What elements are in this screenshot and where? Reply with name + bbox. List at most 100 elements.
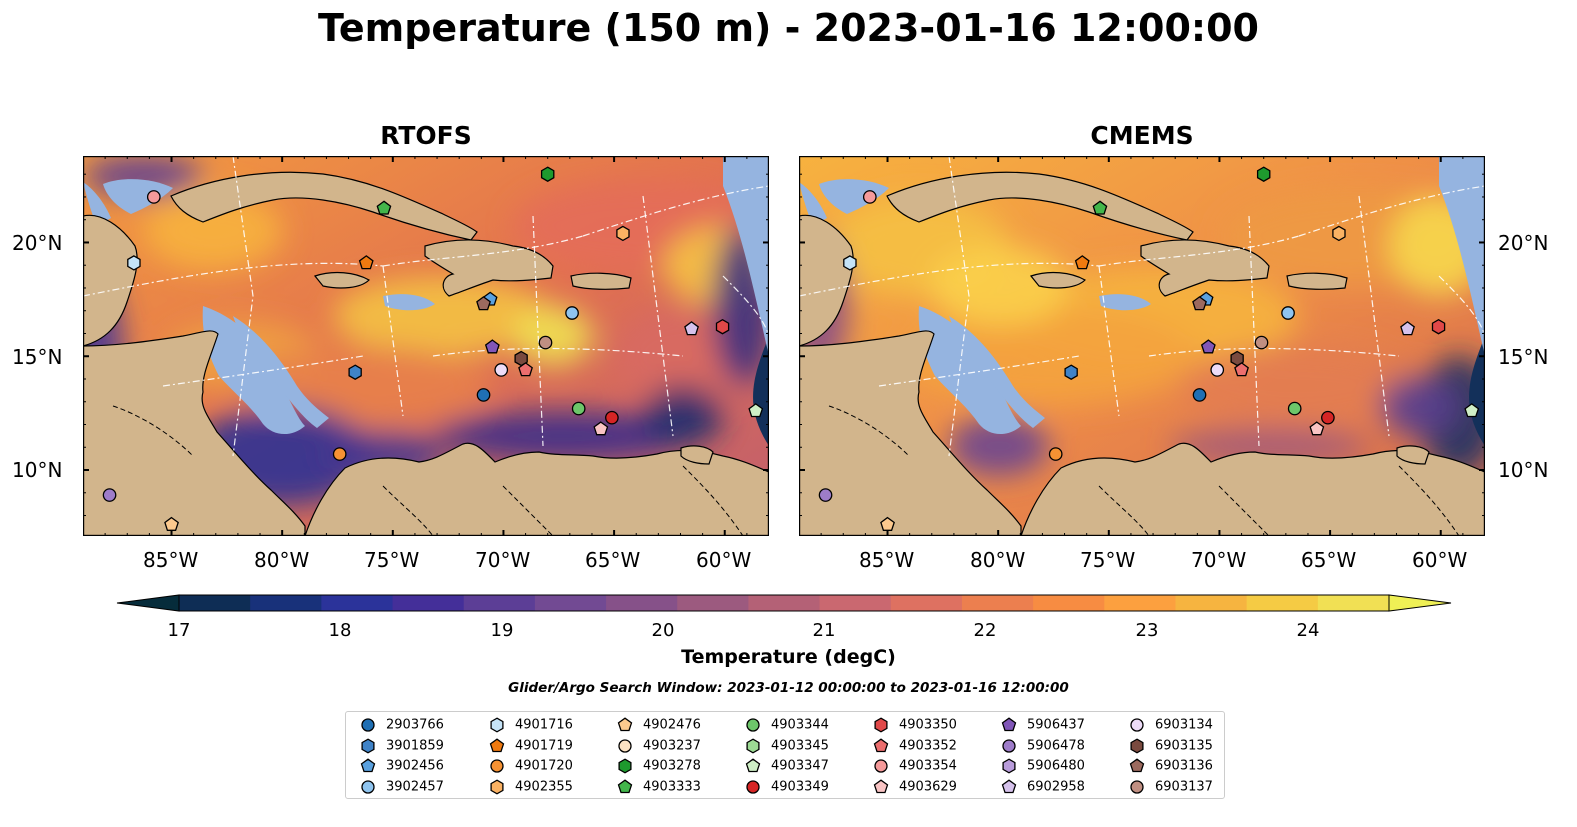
float-marker-5906437 xyxy=(1200,339,1216,354)
colorbar xyxy=(116,594,1452,612)
colorbar-segment xyxy=(463,595,536,611)
float-marker-6903134 xyxy=(494,363,509,377)
float-marker-4901719 xyxy=(1074,255,1090,270)
legend-label: 3902457 xyxy=(386,779,444,794)
panel-title-cmems: CMEMS xyxy=(1090,121,1194,150)
pentagon-marker-icon xyxy=(489,737,505,752)
float-marker-4903347 xyxy=(1464,403,1480,418)
legend-item-5906478: 5906478 xyxy=(1001,738,1085,755)
colorbar-segment xyxy=(392,595,465,611)
lon-label-80w: 80°W xyxy=(254,548,310,572)
float-marker-6903136 xyxy=(476,296,491,311)
colorbar-segment xyxy=(819,595,892,611)
float-marker-6903136 xyxy=(1192,296,1207,311)
lon-label-70w: 70°W xyxy=(475,548,531,572)
lon-label-70w: 70°W xyxy=(1191,548,1247,572)
pentagon-marker-icon xyxy=(745,758,761,773)
map-panel-cmems[interactable] xyxy=(799,156,1485,536)
legend-marker xyxy=(617,717,633,732)
colorbar-segment xyxy=(321,595,394,611)
legend-item-6902958: 6902958 xyxy=(1001,778,1085,796)
legend-label: 4902355 xyxy=(515,779,573,794)
circle-marker-icon xyxy=(490,759,504,773)
legend-label: 6902958 xyxy=(1027,779,1085,794)
legend-label: 4901719 xyxy=(515,738,573,753)
float-marker-3902457 xyxy=(565,306,579,320)
hexagon-marker-icon xyxy=(746,737,760,754)
legend-item-6903137: 6903137 xyxy=(1129,779,1213,796)
circle-marker-icon xyxy=(746,718,760,732)
map-panel-rtofs[interactable] xyxy=(83,156,769,536)
float-marker-3901859 xyxy=(348,364,362,380)
float-marker-6903137 xyxy=(1254,335,1269,350)
legend-marker xyxy=(746,718,760,732)
lat-label-10n: 10°N xyxy=(12,458,63,482)
legend-label: 4903237 xyxy=(643,738,701,753)
circle-marker-icon xyxy=(746,779,760,794)
colorbar-segment xyxy=(179,595,251,611)
legend-item-4903237: 4903237 xyxy=(617,738,701,755)
float-marker-4903354 xyxy=(862,190,877,204)
float-marker-4903344 xyxy=(571,401,586,416)
search-window-caption: Glider/Argo Search Window: 2023-01-12 00… xyxy=(508,680,1069,696)
legend-marker xyxy=(1130,737,1144,754)
float-marker-6902958 xyxy=(1400,321,1415,336)
colorbar-tick-20: 20 xyxy=(651,620,675,641)
colorbar-segment xyxy=(1033,595,1105,611)
circle-marker-icon xyxy=(361,779,375,794)
lon-label-65w: 65°W xyxy=(585,548,641,572)
lat-label-15n-right: 15°N xyxy=(1498,345,1549,369)
legend-item-3902457: 3902457 xyxy=(360,779,444,796)
legend-marker xyxy=(1002,738,1016,753)
lat-label-20n-right: 20°N xyxy=(1498,231,1549,255)
legend-marker xyxy=(1130,718,1144,732)
float-marker-4901720 xyxy=(332,447,347,461)
float-marker-4903278 xyxy=(1256,166,1271,182)
legend-item-4901719: 4901719 xyxy=(489,737,573,755)
float-marker-4903333 xyxy=(376,200,392,215)
colorbar-tick-24: 24 xyxy=(1296,620,1320,641)
circle-marker-icon xyxy=(1002,738,1016,753)
legend-label: 5906478 xyxy=(1027,738,1085,753)
pentagon-marker-icon xyxy=(1001,717,1017,732)
circle-marker-icon xyxy=(618,738,632,753)
float-marker-4903333 xyxy=(1092,200,1108,215)
legend-item-4902355: 4902355 xyxy=(489,778,573,796)
hexagon-marker-icon xyxy=(361,737,375,754)
colorbar-tick-21: 21 xyxy=(812,620,836,641)
legend-label: 4903349 xyxy=(771,779,829,794)
legend-item-4903349: 4903349 xyxy=(745,779,829,796)
lon-label-75w: 75°W xyxy=(364,548,420,572)
legend-label: 4903347 xyxy=(771,758,829,774)
lon-label-60w: 60°W xyxy=(1412,548,1468,572)
legend-label: 4903344 xyxy=(771,717,829,733)
legend-item-4901720: 4901720 xyxy=(489,758,573,775)
float-marker-4903629 xyxy=(593,421,609,436)
legend-label: 4903354 xyxy=(899,758,957,774)
legend-marker xyxy=(361,737,375,754)
float-marker-4902355 xyxy=(1332,225,1346,242)
legend-marker xyxy=(1130,779,1144,794)
colorbar-tick-18: 18 xyxy=(328,620,352,641)
colorbar-segment xyxy=(748,595,821,611)
colorbar-segment xyxy=(1246,595,1319,611)
float-marker-4903344 xyxy=(1287,401,1302,416)
pentagon-marker-icon xyxy=(873,778,889,793)
legend-item-5906437: 5906437 xyxy=(1001,717,1085,734)
pentagon-marker-icon xyxy=(360,758,376,773)
legend-marker xyxy=(746,737,760,754)
legend-label: 4903629 xyxy=(899,779,957,794)
legend-item-6903134: 6903134 xyxy=(1129,717,1213,734)
legend-marker xyxy=(489,737,505,752)
legend-label: 5906437 xyxy=(1027,717,1085,733)
lon-label-85w: 85°W xyxy=(143,548,199,572)
colorbar-segment xyxy=(606,595,678,611)
float-marker-4903278 xyxy=(540,166,555,182)
legend-item-4903350: 4903350 xyxy=(873,717,957,734)
legend-marker xyxy=(618,738,632,753)
legend-item-4903629: 4903629 xyxy=(873,778,957,796)
hexagon-marker-icon xyxy=(490,717,504,733)
legend-marker xyxy=(1001,778,1017,793)
colorbar-tick-22: 22 xyxy=(973,620,997,641)
legend-label: 4903352 xyxy=(899,738,957,753)
